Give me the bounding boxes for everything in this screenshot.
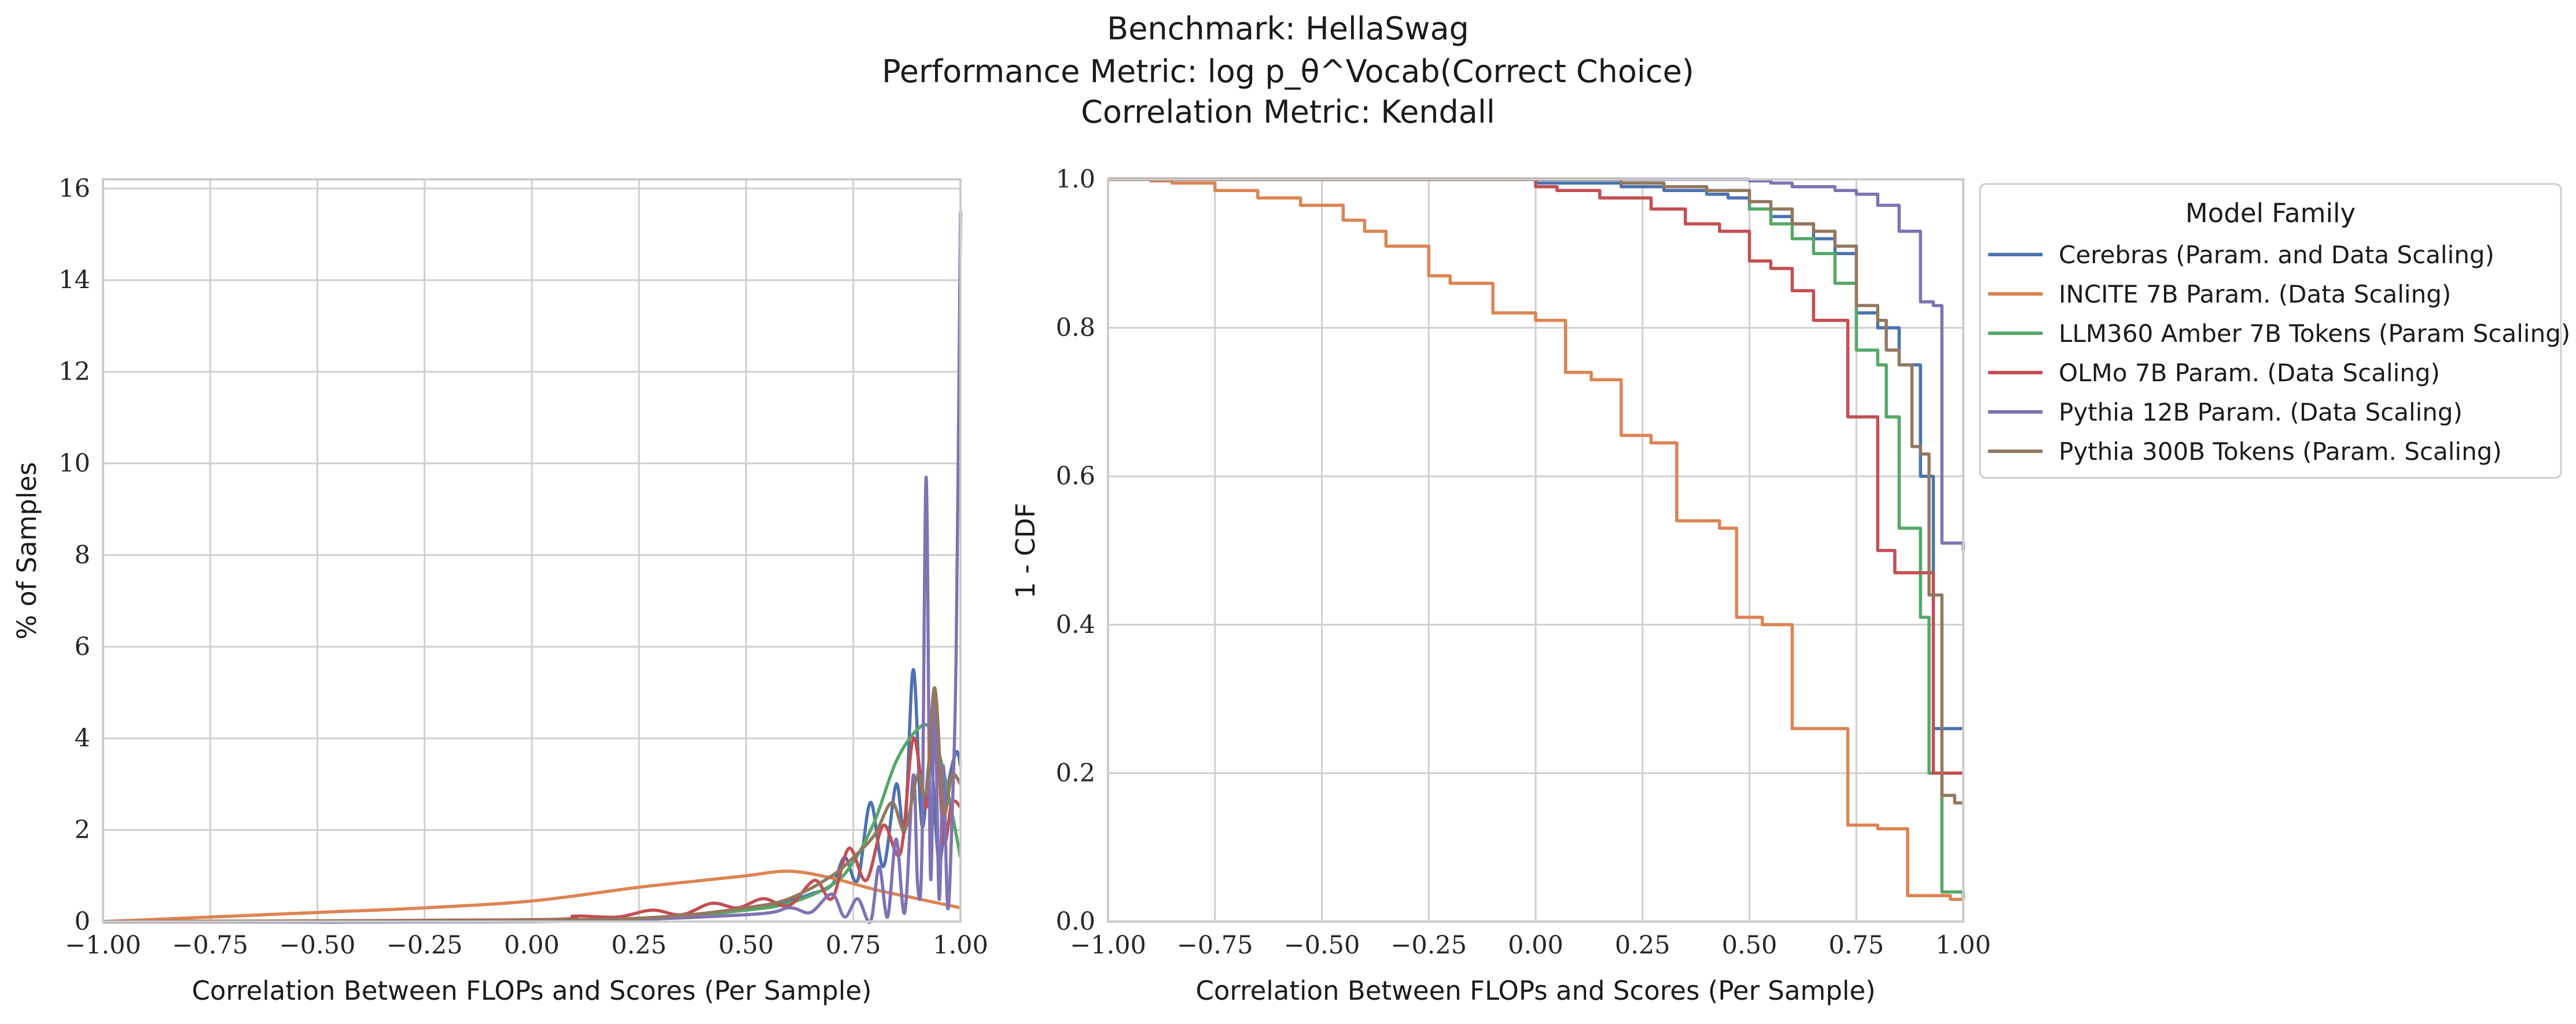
right-x-tick-labels: −1.00 −0.75 −0.50 −0.25 0.00 0.25 0.50 0.75 1.00 [1070,931,1991,960]
left-y-axis-label: % of Samples [12,462,42,640]
figure-title-line1: Benchmark: HellaSwag [1107,10,1469,47]
right-y-tick-labels: 0.0 0.2 0.4 0.6 0.8 1.0 [1056,165,1095,936]
left-series-line-2 [102,870,961,923]
right-y-tick-label: 0.6 [1056,462,1095,491]
right-x-tick-label: 0.75 [1828,931,1884,960]
left-y-tick-label: 10 [58,449,90,478]
left-x-tick-labels: −1.00 −0.75 −0.50 −0.25 0.00 0.25 0.50 0.75 1.00 [65,931,988,960]
right-x-tick-label: −0.50 [1284,931,1360,960]
right-gridlines [1107,178,1964,923]
legend: Model Family Cerebras (Param. and Data S… [1979,183,2570,479]
legend-items: Cerebras (Param. and Data Scaling) INCITE… [1988,241,2570,466]
right-axes-frame [1107,178,1964,923]
left-x-axis-label: Correlation Between FLOPs and Scores (Pe… [192,975,871,1006]
right-y-tick-label: 0.4 [1056,610,1095,639]
right-series-line-6 [1108,178,1963,805]
left-x-tick-label: 0.25 [611,931,667,960]
left-y-tick-label: 14 [58,266,90,294]
left-x-tick-label: −0.50 [279,931,356,960]
left-axes-frame [102,178,962,923]
left-x-tick-label: 0.50 [719,931,774,960]
left-y-tick-label: 12 [58,358,90,386]
right-y-tick-label: 0.0 [1056,907,1095,936]
legend-title: Model Family [2185,198,2356,229]
right-x-tick-label: 0.00 [1508,931,1563,960]
legend-label: OLMo 7B Param. (Data Scaling) [2059,359,2440,387]
right-x-tick-label: 0.50 [1722,931,1778,960]
left-y-tick-labels: 0 2 4 6 8 10 12 14 16 [58,174,90,936]
left-y-tick-label: 6 [75,632,90,661]
left-x-tick-label: 0.00 [504,931,560,960]
left-series-line-5 [102,211,962,924]
right-y-tick-label: 1.0 [1056,165,1095,194]
right-x-tick-label: −0.25 [1390,931,1467,960]
legend-label: Pythia 12B Param. (Data Scaling) [2059,398,2463,426]
right-y-tick-label: 0.2 [1056,758,1095,787]
left-x-tick-label: −0.25 [387,931,463,960]
left-x-tick-label: −1.00 [65,931,141,960]
right-x-tick-label: −0.75 [1177,931,1253,960]
legend-label: Pythia 300B Tokens (Param. Scaling) [2059,437,2502,466]
right-series-line-2 [1108,178,1963,901]
left-y-tick-label: 2 [75,816,90,845]
left-kde-panel: −1.00 −0.75 −0.50 −0.25 0.00 0.25 0.50 0.75 1.00… [12,174,988,1006]
left-gridlines [102,179,962,923]
figure-title-line3: Correlation Metric: Kendall [1081,94,1495,130]
right-y-tick-label: 0.8 [1056,314,1095,342]
left-y-tick-label: 4 [75,724,90,753]
legend-label: Cerebras (Param. and Data Scaling) [2059,241,2494,269]
right-x-tick-label: 0.25 [1615,931,1670,960]
right-x-tick-label: −1.00 [1070,931,1146,960]
legend-label: LLM360 Amber 7B Tokens (Param Scaling) [2059,319,2570,348]
left-x-tick-label: 1.00 [933,931,988,960]
left-y-tick-label: 16 [58,174,90,203]
right-x-axis-label: Correlation Between FLOPs and Scores (Pe… [1195,975,1875,1006]
legend-label: INCITE 7B Param. (Data Scaling) [2059,280,2451,308]
legend-box [1979,183,2562,479]
left-y-tick-label: 8 [75,540,90,569]
right-series-line-5 [1108,178,1965,551]
figure-title-line2: Performance Metric: log p_θ^Vocab(Correc… [882,53,1694,90]
left-y-tick-label: 0 [75,907,90,936]
left-series-line-6 [102,686,962,923]
right-series-group [1108,178,1965,901]
right-series-line-4 [1108,178,1963,775]
right-y-axis-label: 1 - CDF [1010,503,1041,598]
left-x-tick-label: −0.75 [172,931,248,960]
left-x-tick-label: 0.75 [826,931,881,960]
right-cdf-panel: −1.00 −0.75 −0.50 −0.25 0.00 0.25 0.50 0.75 1.00… [1010,165,1991,1006]
right-x-tick-label: 1.00 [1935,931,1991,960]
